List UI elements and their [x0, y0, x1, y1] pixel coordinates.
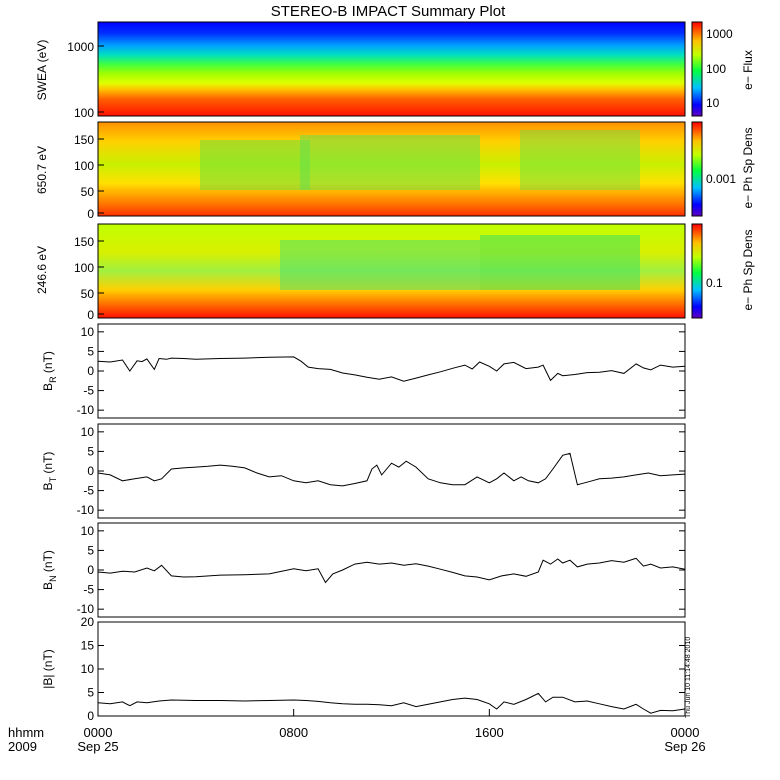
bt-trace — [97, 452, 686, 487]
br-ytick-label: -5 — [83, 384, 94, 398]
br-ytick-label: 0 — [87, 364, 94, 378]
swea-cbar-label: e− Flux — [741, 50, 755, 90]
pad246-colorbar — [691, 223, 703, 319]
swea-colorbar — [691, 21, 703, 117]
br-panel: 10 5 0 -5 -10 BR (nT) — [41, 323, 686, 419]
timestamp: Thu Jun 10 11:14:48 2010 — [685, 637, 692, 718]
pad650-colorbar — [691, 121, 703, 217]
br-ytick-label: -10 — [77, 403, 95, 417]
pad246-green-patch — [480, 235, 640, 290]
swea-panel: 1000 100 SWEA (eV) 1000 100 10 e− Flux — [35, 21, 755, 120]
pad246-panel: 150 100 50 0 246.6 eV 0.1 e− Ph Sp Dens — [35, 223, 755, 322]
pad246-ytick-label: 0 — [87, 308, 94, 322]
time-axis-label-top: hhmm — [8, 725, 44, 740]
time-tick-label: 0000 — [84, 725, 113, 740]
time-axis-label-bottom: 2009 — [8, 739, 37, 754]
bt-ytick-label: 10 — [81, 425, 95, 439]
pad246-ylabel: 246.6 eV — [35, 246, 49, 294]
bmag-ytick-label: 0 — [87, 709, 94, 723]
bt-ytick-label: 0 — [87, 464, 94, 478]
pad650-green-patch — [300, 135, 480, 190]
pad650-cbar-tick: 0.001 — [706, 172, 736, 186]
chart-title: STEREO-B IMPACT Summary Plot — [271, 3, 506, 20]
pad650-ylabel: 650.7 eV — [35, 146, 49, 194]
pad650-ytick-label: 150 — [74, 133, 94, 147]
bt-ylabel: BT (nT) — [41, 452, 58, 491]
swea-spectrogram — [97, 21, 686, 117]
bt-ytick-label: -10 — [77, 503, 95, 517]
bn-panel: 10 5 0 -5 -10 BN (nT) — [41, 522, 686, 618]
pad246-green-patch — [280, 240, 480, 290]
bn-ytick-label: 5 — [87, 543, 94, 557]
br-frame — [97, 323, 686, 419]
swea-cbar-tick: 10 — [706, 96, 720, 110]
time-tick-date: Sep 25 — [77, 739, 118, 754]
pad650-ytick-label: 100 — [74, 159, 94, 173]
bmag-frame — [97, 621, 686, 717]
bt-frame — [97, 423, 686, 519]
br-ylabel: BR (nT) — [41, 351, 58, 391]
line-panels: 10 5 0 -5 -10 BR (nT) 10 5 0 -5 -10 BT (nT) 10 5 0 -5 -1… — [41, 323, 686, 723]
bmag-ytick-label: 5 — [87, 686, 94, 700]
bt-ytick-label: 5 — [87, 444, 94, 458]
pad650-panel: 150 100 50 0 650.7 eV 0.001 e− Ph Sp Den… — [35, 121, 755, 221]
br-ytick-label: 10 — [81, 325, 95, 339]
swea-cbar-tick: 100 — [706, 62, 726, 76]
pad246-ytick-label: 100 — [74, 261, 94, 275]
pad650-green-patch — [200, 140, 310, 190]
swea-ytick-label: 1000 — [67, 40, 94, 54]
br-trace — [97, 356, 686, 382]
bt-panel: 10 5 0 -5 -10 BT (nT) — [41, 423, 686, 519]
pad246-ytick-label: 50 — [81, 287, 95, 301]
time-tick-date: Sep 26 — [664, 739, 705, 754]
pad650-cbar-label: e− Ph Sp Dens — [741, 127, 755, 208]
bmag-trace — [97, 692, 686, 714]
pad650-ytick-label: 50 — [81, 185, 95, 199]
bmag-ytick-label: 20 — [81, 615, 95, 629]
bn-ytick-label: 0 — [87, 563, 94, 577]
pad650-green-patch — [520, 130, 640, 190]
bn-ytick-label: -10 — [77, 602, 95, 616]
pad246-cbar-label: e− Ph Sp Dens — [741, 229, 755, 310]
bn-frame — [97, 522, 686, 618]
bmag-ytick-label: 10 — [81, 662, 95, 676]
pad246-ytick-label: 150 — [74, 235, 94, 249]
bt-ytick-label: -5 — [83, 484, 94, 498]
time-tick-label: 0000 — [671, 725, 700, 740]
time-tick-label: 0800 — [279, 725, 308, 740]
br-ytick-label: 5 — [87, 344, 94, 358]
bn-ylabel: BN (nT) — [41, 550, 58, 590]
bmag-panel: 20 15 10 5 0 |B| (nT) — [41, 615, 686, 723]
bn-ytick-label: -5 — [83, 583, 94, 597]
pad246-cbar-tick: 0.1 — [706, 276, 723, 290]
bn-trace — [97, 557, 686, 584]
swea-ytick-label: 100 — [74, 106, 94, 120]
bmag-ytick-label: 15 — [81, 639, 95, 653]
bn-ytick-label: 10 — [81, 524, 95, 538]
pad650-ytick-label: 0 — [87, 207, 94, 221]
bmag-ylabel: |B| (nT) — [41, 649, 55, 689]
time-tick-label: 1600 — [475, 725, 504, 740]
swea-ylabel: SWEA (eV) — [35, 40, 49, 101]
swea-cbar-tick: 1000 — [706, 27, 733, 41]
